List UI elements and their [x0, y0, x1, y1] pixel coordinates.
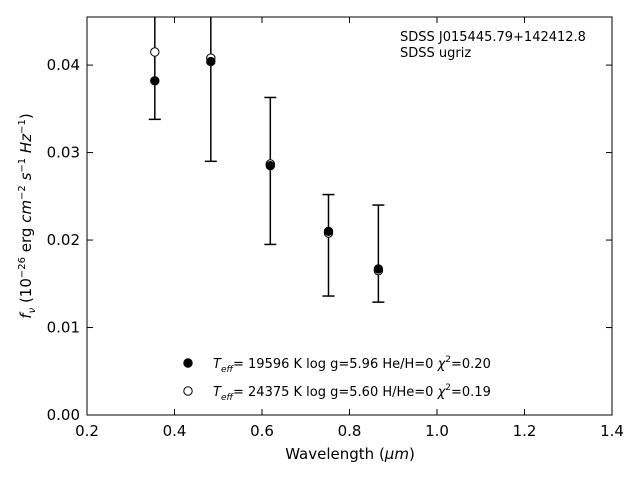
- y-tick-label: 0.02: [47, 231, 80, 249]
- y-axis-label: fν (10−26 erg cm−2 s−1 Hz−1): [17, 113, 38, 318]
- x-tick-label: 0.2: [75, 422, 99, 440]
- model-point-filled-g: [206, 56, 216, 67]
- x-tick-label: 1.4: [600, 422, 624, 440]
- legend-marker-open: [183, 386, 193, 396]
- x-tick-label: 0.6: [250, 422, 274, 440]
- plot-frame: [86, 16, 613, 416]
- legend-entry-2: Teff= 24375 K log g=5.60 H/He=0 χ2=0.19: [213, 383, 491, 403]
- model-point-filled-i: [323, 226, 334, 237]
- model-point-filled-z: [373, 264, 384, 274]
- data-points: [150, 47, 384, 276]
- x-tick-label: 0.8: [338, 422, 362, 440]
- annotation-object-name: SDSS J015445.79+142412.8: [400, 30, 586, 45]
- x-tick-label: 1.2: [513, 422, 537, 440]
- model-point-filled-r: [265, 161, 276, 171]
- x-axis-label: Wavelength (μm): [285, 445, 415, 463]
- legend: Teff= 19596 K log g=5.96 He/H=0 χ2=0.20 …: [183, 355, 491, 403]
- model-point-open-u: [150, 47, 160, 57]
- y-tick-label: 0.00: [47, 406, 80, 424]
- x-tick-label: 0.4: [163, 422, 187, 440]
- legend-entry-1: Teff= 19596 K log g=5.96 He/H=0 χ2=0.20: [213, 355, 491, 375]
- y-tick-label: 0.03: [47, 144, 80, 162]
- model-point-filled-u: [150, 76, 160, 86]
- x-tick-label: 1.0: [425, 422, 449, 440]
- ticks: 0.2 0.4 0.6 0.8 1.0 1.2 1.4 0.00 0.01 0.02 0.03 0.0…: [47, 17, 624, 440]
- annotation-filter-set: SDSS ugriz: [400, 46, 471, 61]
- y-tick-label: 0.04: [47, 56, 80, 74]
- error-bars: [148, 17, 385, 303]
- legend-marker-filled: [183, 358, 193, 368]
- y-tick-label: 0.01: [47, 319, 80, 337]
